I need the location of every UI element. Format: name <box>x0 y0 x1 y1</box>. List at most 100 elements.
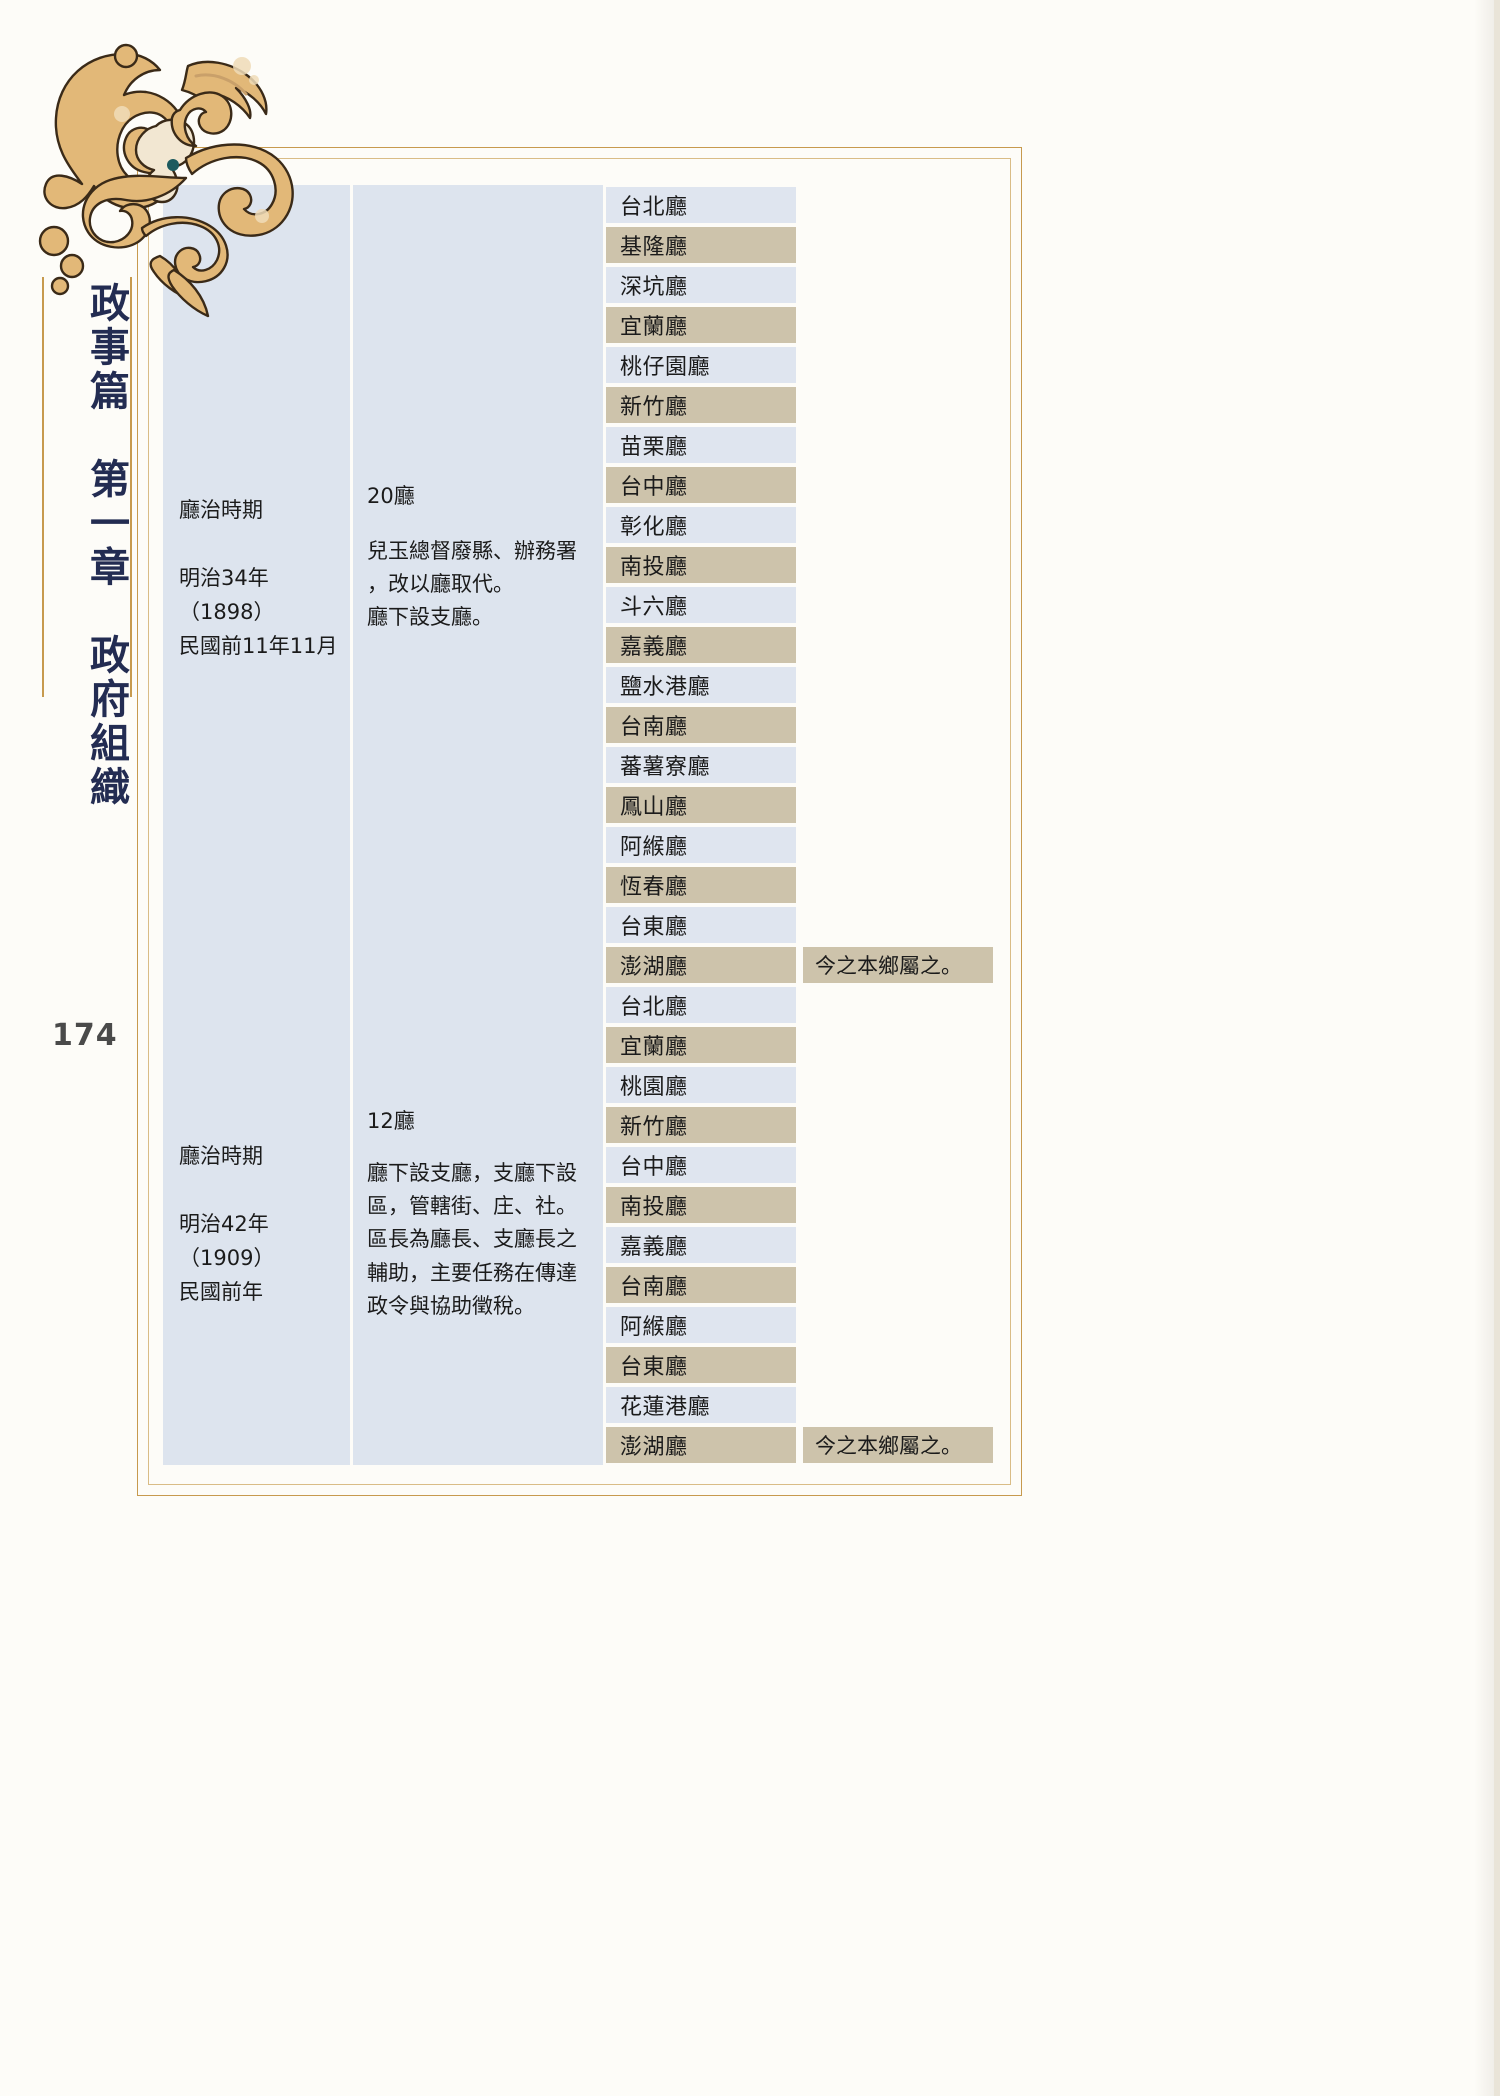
hall-name: 斗六廳 <box>606 587 796 623</box>
hall-name: 台中廳 <box>606 467 796 503</box>
table-row: 花蓮港廳 <box>606 1385 993 1425</box>
period-column: 廳治時期 明治34年 （1898） 民國前11年11月 <box>163 185 353 985</box>
table-row: 桃仔園廳 <box>606 345 993 385</box>
hall-name: 台北廳 <box>606 187 796 223</box>
period-text: 廳治時期 明治34年 （1898） 民國前11年11月 <box>179 498 338 659</box>
table-row: 蕃薯寮廳 <box>606 745 993 785</box>
table-row: 台中廳 <box>606 465 993 505</box>
hall-name: 恆春廳 <box>606 867 796 903</box>
table-row: 新竹廳 <box>606 1105 993 1145</box>
table-row: 台北廳 <box>606 985 993 1025</box>
column-gap <box>796 187 803 223</box>
hall-name: 宜蘭廳 <box>606 307 796 343</box>
hall-name: 鹽水港廳 <box>606 667 796 703</box>
hall-note <box>803 307 993 343</box>
hall-rows-column: 台北廳 宜蘭廳 桃園廳 新竹廳 台中廳 南投廳 嘉義廳 台南廳 阿緱廳 台東廳 花蓮港廳 澎湖廳 今之本… <box>606 985 993 1465</box>
hall-name: 新竹廳 <box>606 387 796 423</box>
column-gap <box>796 227 803 263</box>
hall-name: 新竹廳 <box>606 1107 796 1143</box>
hall-name: 南投廳 <box>606 547 796 583</box>
hall-note <box>803 1267 993 1303</box>
hall-note <box>803 867 993 903</box>
table-row: 南投廳 <box>606 545 993 585</box>
hall-name: 台中廳 <box>606 1147 796 1183</box>
hall-name: 阿緱廳 <box>606 827 796 863</box>
column-gap <box>796 707 803 743</box>
column-gap <box>796 627 803 663</box>
description-text: 兒玉總督廢縣、辦務署 ，改以廳取代。 廳下設支廳。 <box>367 539 577 630</box>
hall-name: 深坑廳 <box>606 267 796 303</box>
hall-note <box>803 467 993 503</box>
table-row: 彰化廳 <box>606 505 993 545</box>
column-gap <box>796 427 803 463</box>
hall-note <box>803 1067 993 1103</box>
hall-name: 鳳山廳 <box>606 787 796 823</box>
table-row: 台東廳 <box>606 905 993 945</box>
hall-note <box>803 1227 993 1263</box>
table-row: 阿緱廳 <box>606 825 993 865</box>
table-row: 斗六廳 <box>606 585 993 625</box>
column-gap <box>796 547 803 583</box>
hall-note <box>803 787 993 823</box>
hall-note <box>803 667 993 703</box>
table-row: 新竹廳 <box>606 385 993 425</box>
table-row: 台南廳 <box>606 705 993 745</box>
column-gap <box>796 1147 803 1183</box>
column-gap <box>796 347 803 383</box>
page-frame-inner <box>148 158 1011 1485</box>
hall-name: 基隆廳 <box>606 227 796 263</box>
column-gap <box>796 867 803 903</box>
table-row: 基隆廳 <box>606 225 993 265</box>
chapter-title-vertical: 政事篇 第一章 政府組織 <box>83 282 130 810</box>
government-organization-table: 廳治時期 明治34年 （1898） 民國前11年11月 20廳 兒玉總督廢縣、辦務署… <box>163 185 993 1465</box>
description-text: 廳下設支廳，支廳下設 區，管轄街、庄、社。 區長為廳長、支廳長之 輔助，主要任務… <box>367 1161 577 1318</box>
column-gap <box>796 467 803 503</box>
table-row: 阿緱廳 <box>606 1305 993 1345</box>
column-gap <box>796 1187 803 1223</box>
hall-name: 彰化廳 <box>606 507 796 543</box>
column-gap <box>796 907 803 943</box>
column-gap <box>796 947 803 983</box>
hall-note: 今之本鄉屬之。 <box>803 1427 993 1463</box>
table-row: 恆春廳 <box>606 865 993 905</box>
hall-note <box>803 1187 993 1223</box>
column-gap <box>796 747 803 783</box>
hall-note <box>803 627 993 663</box>
hall-note <box>803 1387 993 1423</box>
table-row: 深坑廳 <box>606 265 993 305</box>
sidebar-title-rules <box>42 277 132 697</box>
hall-note <box>803 387 993 423</box>
table-block: 廳治時期 明治42年 （1909） 民國前年 12廳 廳下設支廳，支廳下設 區，管轄… <box>163 985 993 1465</box>
hall-note <box>803 707 993 743</box>
column-gap <box>796 667 803 703</box>
table-row: 鹽水港廳 <box>606 665 993 705</box>
page-frame-outer <box>137 147 1022 1496</box>
column-gap <box>796 587 803 623</box>
column-gap <box>796 387 803 423</box>
column-gap <box>796 787 803 823</box>
hall-note <box>803 987 993 1023</box>
hall-note <box>803 1027 993 1063</box>
table-row: 苗栗廳 <box>606 425 993 465</box>
hall-name: 宜蘭廳 <box>606 1027 796 1063</box>
column-gap <box>796 1067 803 1103</box>
hall-note <box>803 1107 993 1143</box>
column-gap <box>796 1387 803 1423</box>
table-row: 南投廳 <box>606 1185 993 1225</box>
hall-name: 台南廳 <box>606 707 796 743</box>
dragon-cloud-ornament <box>10 18 310 318</box>
table-row: 桃園廳 <box>606 1065 993 1105</box>
hall-name: 桃仔園廳 <box>606 347 796 383</box>
table-row: 宜蘭廳 <box>606 305 993 345</box>
hall-note <box>803 507 993 543</box>
hall-note <box>803 547 993 583</box>
hall-note: 今之本鄉屬之。 <box>803 947 993 983</box>
page-number: 174 <box>52 1018 118 1053</box>
table-row: 台南廳 <box>606 1265 993 1305</box>
column-gap <box>796 267 803 303</box>
hall-note <box>803 1147 993 1183</box>
hall-name: 台東廳 <box>606 907 796 943</box>
hall-count: 12廳 <box>367 1109 415 1133</box>
hall-name: 阿緱廳 <box>606 1307 796 1343</box>
hall-name: 澎湖廳 <box>606 1427 796 1463</box>
